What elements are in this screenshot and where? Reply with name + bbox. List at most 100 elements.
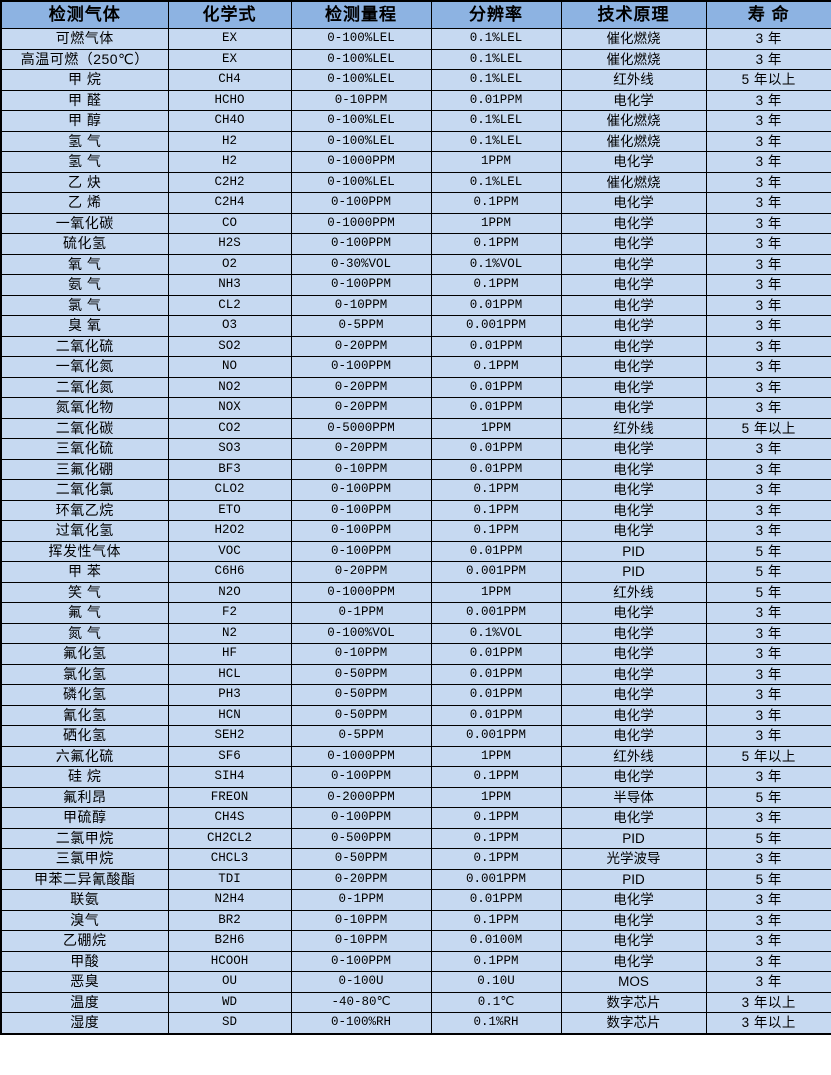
cell-tech: PID [560, 540, 707, 562]
cell-tech: 红外线 [560, 745, 707, 767]
cell-form: ETO [167, 499, 292, 521]
cell-res: 1PPM [430, 417, 562, 439]
cell-form: EX [167, 48, 292, 70]
cell-life: 3 年 [705, 253, 831, 275]
cell-gas: 二氧化硫 [0, 335, 169, 357]
table-row: 三氟化硼 BF3 0-10PPM 0.01PPM 电化学 3 年 [0, 458, 831, 480]
cell-tech: PID [560, 561, 707, 583]
cell-gas: 二氧化氯 [0, 479, 169, 501]
cell-res: 0.1PPM [430, 950, 562, 972]
cell-tech: 电化学 [560, 253, 707, 275]
table-row: 恶臭 OU 0-100U 0.10U MOS 3 年 [0, 971, 831, 993]
cell-range: 0-100PPM [290, 766, 432, 788]
cell-gas: 氨 气 [0, 274, 169, 296]
cell-form: F2 [167, 602, 292, 624]
cell-gas: 甲 苯 [0, 561, 169, 583]
cell-life: 3 年 [705, 28, 831, 50]
cell-life: 3 年 [705, 48, 831, 70]
cell-res: 0.1%LEL [430, 110, 562, 132]
table-row: 挥发性气体 VOC 0-100PPM 0.01PPM PID 5 年 [0, 540, 831, 562]
table-row: 氟利昂 FREON 0-2000PPM 1PPM 半导体 5 年 [0, 786, 831, 808]
cell-tech: 电化学 [560, 950, 707, 972]
cell-tech: 电化学 [560, 89, 707, 111]
table-row: 甲 醇 CH4O 0-100%LEL 0.1%LEL 催化燃烧 3 年 [0, 110, 831, 132]
table-row: 甲酸 HCOOH 0-100PPM 0.1PPM 电化学 3 年 [0, 950, 831, 972]
cell-tech: 催化燃烧 [560, 171, 707, 193]
cell-tech: 电化学 [560, 151, 707, 173]
cell-gas: 三氟化硼 [0, 458, 169, 480]
cell-range: 0-1000PPM [290, 212, 432, 234]
table-row: 氟 气 F2 0-1PPM 0.001PPM 电化学 3 年 [0, 602, 831, 624]
cell-form: OU [167, 971, 292, 993]
cell-range: 0-50PPM [290, 704, 432, 726]
cell-tech: 电化学 [560, 233, 707, 255]
cell-form: CH4O [167, 110, 292, 132]
cell-gas: 六氟化硫 [0, 745, 169, 767]
cell-form: HF [167, 643, 292, 665]
cell-res: 0.01PPM [430, 540, 562, 562]
cell-range: 0-50PPM [290, 684, 432, 706]
cell-life: 3 年 [705, 909, 831, 931]
cell-range: 0-1000PPM [290, 581, 432, 603]
cell-res: 0.1PPM [430, 356, 562, 378]
cell-form: VOC [167, 540, 292, 562]
table-row: 氧 气 O2 0-30%VOL 0.1%VOL 电化学 3 年 [0, 253, 831, 275]
cell-life: 3 年 [705, 233, 831, 255]
cell-res: 0.1%LEL [430, 130, 562, 152]
table-row: 一氧化氮 NO 0-100PPM 0.1PPM 电化学 3 年 [0, 356, 831, 378]
cell-gas: 湿度 [0, 1012, 169, 1034]
cell-tech: 电化学 [560, 438, 707, 460]
cell-res: 0.1PPM [430, 274, 562, 296]
cell-gas: 氟利昂 [0, 786, 169, 808]
cell-res: 0.01PPM [430, 684, 562, 706]
cell-life: 3 年 [705, 89, 831, 111]
cell-res: 0.001PPM [430, 725, 562, 747]
cell-gas: 三氯甲烷 [0, 848, 169, 870]
cell-res: 0.1PPM [430, 807, 562, 829]
cell-res: 0.1℃ [430, 991, 562, 1013]
cell-res: 0.1%LEL [430, 28, 562, 50]
cell-gas: 一氧化碳 [0, 212, 169, 234]
cell-form: NO [167, 356, 292, 378]
table-row: 氮氧化物 NOX 0-20PPM 0.01PPM 电化学 3 年 [0, 397, 831, 419]
cell-tech: 电化学 [560, 376, 707, 398]
cell-gas: 甲 烷 [0, 69, 169, 91]
cell-life: 3 年 [705, 315, 831, 337]
cell-tech: 电化学 [560, 889, 707, 911]
cell-range: 0-100%LEL [290, 110, 432, 132]
table-row: 高温可燃（250℃） EX 0-100%LEL 0.1%LEL 催化燃烧 3 年 [0, 48, 831, 70]
table-row: 硒化氢 SEH2 0-5PPM 0.001PPM 电化学 3 年 [0, 725, 831, 747]
cell-gas: 氢 气 [0, 151, 169, 173]
cell-tech: 电化学 [560, 520, 707, 542]
cell-form: H2O2 [167, 520, 292, 542]
cell-range: 0-100PPM [290, 274, 432, 296]
cell-gas: 氟 气 [0, 602, 169, 624]
cell-tech: 电化学 [560, 684, 707, 706]
cell-gas: 乙 炔 [0, 171, 169, 193]
table-row: 二氧化硫 SO2 0-20PPM 0.01PPM 电化学 3 年 [0, 335, 831, 357]
cell-life: 3 年 [705, 274, 831, 296]
cell-life: 3 年 [705, 971, 831, 993]
cell-tech: 电化学 [560, 499, 707, 521]
cell-range: 0-20PPM [290, 335, 432, 357]
cell-life: 5 年 [705, 581, 831, 603]
cell-range: 0-100PPM [290, 192, 432, 214]
cell-form: C2H2 [167, 171, 292, 193]
cell-tech: 电化学 [560, 725, 707, 747]
table-row: 过氧化氢 H2O2 0-100PPM 0.1PPM 电化学 3 年 [0, 520, 831, 542]
table-row: 氮 气 N2 0-100%VOL 0.1%VOL 电化学 3 年 [0, 622, 831, 644]
cell-res: 0.1PPM [430, 827, 562, 849]
cell-life: 3 年 [705, 151, 831, 173]
cell-tech: 催化燃烧 [560, 28, 707, 50]
cell-range: 0-20PPM [290, 397, 432, 419]
cell-life: 3 年 [705, 520, 831, 542]
cell-tech: 催化燃烧 [560, 110, 707, 132]
cell-res: 0.1PPM [430, 909, 562, 931]
cell-res: 0.001PPM [430, 602, 562, 624]
table-row: 硫化氢 H2S 0-100PPM 0.1PPM 电化学 3 年 [0, 233, 831, 255]
cell-tech: 光学波导 [560, 848, 707, 870]
cell-life: 3 年 [705, 110, 831, 132]
cell-life: 5 年 [705, 827, 831, 849]
cell-gas: 笑 气 [0, 581, 169, 603]
cell-form: BF3 [167, 458, 292, 480]
